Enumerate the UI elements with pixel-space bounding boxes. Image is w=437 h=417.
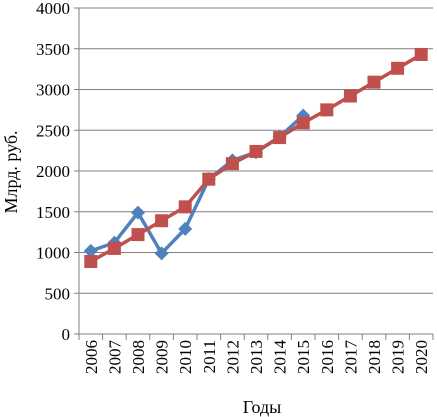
data-point	[273, 131, 287, 145]
x-tick-labels: 2006 2007 2008 2009 2010 2011 2012 2013 2014 2015…	[82, 340, 431, 375]
x-tick-label: 2012	[223, 340, 242, 374]
x-tick-label: 2007	[105, 340, 124, 375]
data-point	[343, 89, 357, 103]
data-point	[131, 205, 145, 220]
x-tick-label: 2013	[247, 340, 266, 374]
data-point	[320, 103, 334, 117]
x-tick-label: 2020	[412, 340, 431, 374]
x-tick-label: 2008	[129, 340, 148, 374]
x-tick-label: 2009	[153, 340, 172, 374]
x-tick-label: 2018	[365, 340, 384, 374]
data-point	[391, 61, 405, 75]
data-point	[107, 241, 121, 255]
data-point	[155, 214, 169, 228]
data-point	[202, 172, 216, 186]
data-point	[249, 144, 263, 158]
y-tick-labels: 0 500 1000 1500 2000 2500 3000 3500 4000	[36, 0, 70, 344]
data-point	[131, 228, 145, 242]
series-group	[83, 47, 428, 268]
y-tick-label: 3500	[36, 40, 70, 59]
data-point	[414, 47, 428, 61]
x-tick-label: 2006	[82, 340, 101, 374]
x-tick-label: 2010	[176, 340, 195, 374]
x-tick-label: 2019	[389, 340, 408, 374]
x-axis-title: Годы	[243, 397, 282, 417]
y-tick-label: 1000	[36, 244, 70, 263]
y-tick-label: 2500	[36, 121, 70, 140]
y-tick-label: 1500	[36, 203, 70, 222]
data-point	[178, 200, 192, 214]
y-tick-label: 2000	[36, 162, 70, 181]
data-point	[178, 221, 193, 236]
x-tick-label: 2011	[200, 340, 219, 373]
series-line-1	[90, 114, 305, 256]
x-tick-label: 2017	[341, 340, 360, 375]
data-point	[367, 75, 381, 89]
data-point	[83, 243, 98, 258]
data-point	[296, 116, 310, 130]
y-tick-label: 500	[45, 284, 71, 303]
data-point	[154, 246, 169, 261]
axes	[74, 7, 434, 340]
x-tick-label: 2014	[271, 340, 290, 375]
y-tick-label: 3000	[36, 81, 70, 100]
y-tick-label: 0	[62, 325, 71, 344]
x-tick-label: 2016	[318, 340, 337, 374]
data-point	[84, 254, 98, 268]
x-tick-label: 2015	[294, 340, 313, 374]
data-point	[225, 157, 239, 171]
y-tick-label: 4000	[36, 0, 70, 18]
y-axis-title: Млрд. руб.	[1, 130, 21, 213]
